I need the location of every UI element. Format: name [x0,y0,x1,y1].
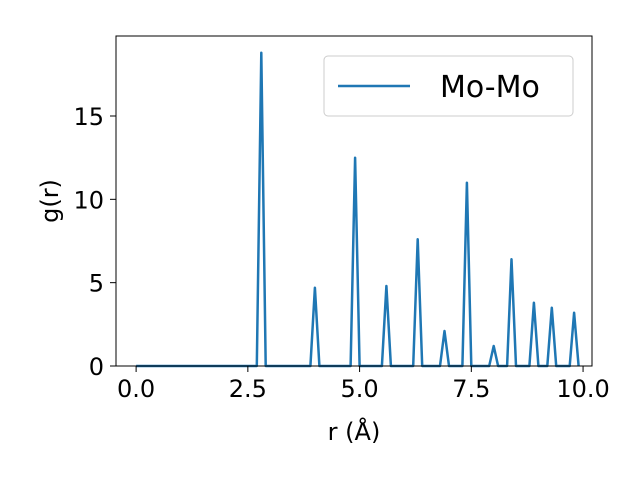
y-tick-label: 10 [73,186,104,214]
plot-area [115,35,593,368]
y-tick-label: 0 [89,353,104,381]
x-axis-label: r (Å) [328,417,381,446]
x-tick-label: 5.0 [341,375,379,403]
x-tick-label: 2.5 [229,375,267,403]
x-tick-label: 10.0 [556,375,609,403]
legend-label-mo-mo: Mo-Mo [440,70,540,105]
legend-box [323,55,574,117]
x-tick-label: 0.0 [117,375,155,403]
y-tick-label: 5 [89,270,104,298]
legend: Mo-Mo [323,55,574,117]
y-tick-label: 15 [73,103,104,131]
x-axis-ticks: 0.0 2.5 5.0 7.5 10.0 [117,366,610,403]
y-axis-ticks: 0 5 10 15 [73,103,116,381]
plot-frame [115,35,593,367]
x-tick-label: 7.5 [452,375,490,403]
y-axis-label: g(r) [36,179,64,223]
